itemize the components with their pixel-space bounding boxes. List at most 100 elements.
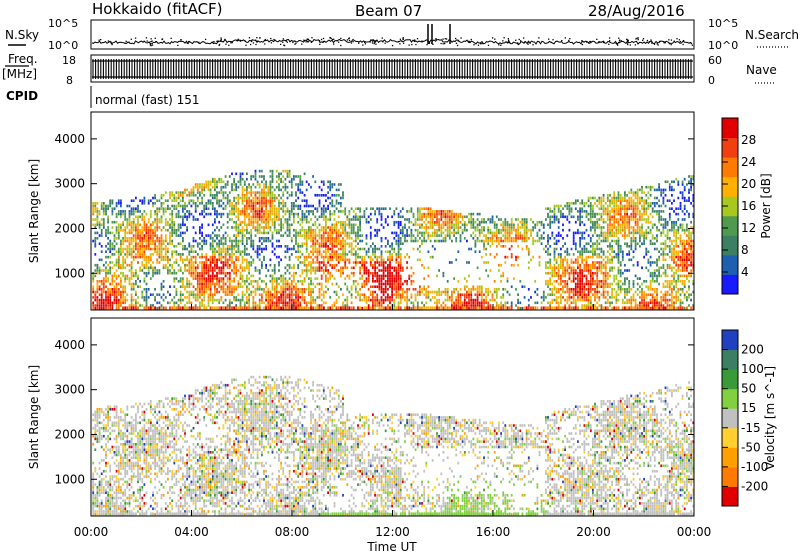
power-data-cell — [457, 280, 460, 283]
power-data-cell — [254, 290, 257, 294]
power-data-cell — [374, 280, 376, 283]
power-data-cell — [124, 234, 127, 237]
nsky-point — [110, 42, 113, 45]
power-data-cell — [233, 247, 235, 251]
power-data-cell — [254, 304, 257, 307]
power-data-cell — [231, 202, 233, 205]
nsky-point — [426, 43, 428, 46]
power-data-cell — [256, 223, 259, 227]
power-data-cell — [506, 223, 509, 227]
power-data-cell — [254, 172, 257, 176]
power-data-cell — [196, 242, 199, 245]
power-data-cell — [393, 212, 396, 216]
power-data-cell — [395, 296, 398, 299]
nsky-point — [204, 38, 207, 41]
power-data-cell — [284, 293, 287, 296]
power-data-cell — [286, 245, 289, 248]
power-data-cell — [94, 237, 97, 240]
power-data-cell — [327, 261, 329, 264]
power-data-cell — [427, 215, 430, 219]
power-data-cell — [96, 269, 99, 272]
power-data-cell — [194, 204, 197, 208]
nsky-point — [294, 40, 296, 42]
power-data-cell — [154, 245, 156, 248]
power-data-cell — [184, 306, 186, 310]
power-data-cell — [308, 306, 310, 310]
power-data-cell — [192, 250, 195, 253]
power-data-cell — [312, 282, 314, 286]
power-data-cell — [190, 263, 193, 267]
power-data-cell — [207, 188, 210, 192]
power-data-cell — [305, 218, 308, 221]
power-data-cell — [491, 220, 494, 224]
power-data-cell — [374, 266, 376, 270]
power-data-cell — [275, 280, 278, 283]
power-data-cell — [436, 306, 438, 310]
power-data-cell — [120, 223, 122, 227]
power-data-cell — [290, 298, 293, 302]
power-data-cell — [344, 304, 347, 307]
nsky-point — [415, 43, 417, 46]
power-data-cell — [410, 228, 413, 232]
power-data-cell — [231, 288, 233, 291]
power-data-cell — [241, 231, 244, 235]
power-data-cell — [352, 253, 355, 256]
power-data-cell — [310, 245, 312, 248]
power-data-cell — [493, 306, 496, 310]
power-data-cell — [359, 293, 361, 296]
power-data-cell — [147, 231, 150, 235]
power-data-cell — [109, 204, 112, 208]
power-data-cell — [451, 301, 453, 305]
power-data-cell — [404, 223, 406, 227]
power-data-cell — [376, 285, 379, 288]
power-data-cell — [164, 223, 167, 227]
power-data-cell — [312, 290, 314, 294]
power-data-cell — [122, 293, 124, 296]
power-data-cell — [282, 207, 285, 210]
power-data-cell — [359, 234, 361, 237]
power-data-cell — [478, 290, 481, 294]
power-data-cell — [216, 274, 218, 278]
power-data-cell — [113, 263, 116, 267]
power-data-cell — [329, 263, 332, 267]
power-data-cell — [493, 226, 496, 229]
power-data-cell — [196, 288, 199, 291]
power-data-cell — [171, 194, 174, 197]
power-data-cell — [282, 169, 285, 173]
power-data-cell — [290, 223, 293, 227]
power-data-cell — [406, 231, 408, 235]
power-data-cell — [269, 188, 272, 192]
power-data-cell — [156, 228, 159, 232]
power-data-cell — [318, 261, 321, 264]
power-data-cell — [380, 215, 383, 219]
power-data-cell — [325, 290, 327, 294]
power-data-cell — [393, 301, 396, 305]
power-data-cell — [416, 218, 419, 221]
power-data-cell — [399, 215, 402, 219]
power-data-cell — [226, 304, 229, 307]
power-data-cell — [271, 212, 274, 216]
nsky-point — [602, 41, 605, 44]
power-data-cell — [346, 301, 349, 305]
power-data-cell — [194, 304, 197, 307]
power-data-cell — [374, 306, 376, 310]
power-data-cell — [284, 280, 287, 283]
power-data-cell — [463, 237, 466, 240]
power-data-cell — [143, 255, 146, 259]
power-data-cell — [115, 269, 118, 272]
power-data-cell — [194, 194, 197, 197]
power-data-cell — [231, 250, 233, 253]
power-data-cell — [299, 245, 302, 248]
power-data-cell — [404, 226, 406, 229]
power-data-cell — [483, 304, 485, 307]
power-data-cell — [115, 226, 118, 229]
power-data-cell — [470, 288, 473, 291]
nsky-point — [421, 40, 423, 42]
power-data-cell — [340, 269, 342, 272]
power-data-cell — [246, 185, 248, 189]
power-data-cell — [105, 277, 107, 280]
power-data-cell — [252, 261, 255, 264]
power-data-cell — [455, 301, 458, 305]
power-data-cell — [254, 194, 257, 197]
power-data-cell — [267, 288, 270, 291]
